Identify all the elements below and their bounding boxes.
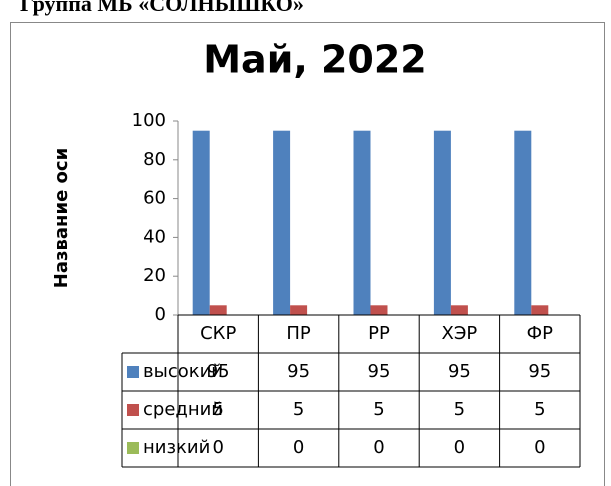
y-tick-label: 40	[143, 226, 166, 247]
table-value: 95	[207, 361, 230, 382]
bar	[209, 305, 227, 315]
bar	[514, 130, 532, 315]
table-value: 0	[293, 437, 304, 458]
y-tick-label: 60	[143, 188, 166, 209]
bar	[450, 305, 468, 315]
chart-frame	[10, 22, 605, 486]
bar	[433, 130, 451, 315]
table-value: 5	[534, 399, 545, 420]
table-value: 0	[454, 437, 465, 458]
table-value: 0	[534, 437, 545, 458]
legend-label: средний	[143, 399, 223, 420]
bar	[370, 305, 388, 315]
bar	[290, 305, 308, 315]
table-value: 95	[287, 361, 310, 382]
x-tick-label: ФР	[527, 323, 553, 344]
bar	[192, 130, 210, 315]
table-value: 0	[212, 437, 223, 458]
table-value: 0	[373, 437, 384, 458]
x-tick-label: ПР	[286, 323, 311, 344]
chart-title: Май, 2022	[203, 38, 427, 82]
x-tick-label: ХЭР	[442, 323, 478, 344]
table-value: 5	[212, 399, 223, 420]
bar	[273, 130, 291, 315]
y-tick-label: 80	[143, 149, 166, 170]
legend-swatch	[127, 404, 139, 416]
table-value: 95	[368, 361, 391, 382]
table-value: 5	[293, 399, 304, 420]
y-tick-label: 0	[155, 304, 166, 325]
table-value: 95	[448, 361, 471, 382]
y-axis-title: Название оси	[51, 148, 72, 288]
x-tick-label: СКР	[200, 323, 236, 344]
table-value: 5	[373, 399, 384, 420]
bar	[531, 305, 549, 315]
legend-swatch	[127, 366, 139, 378]
legend-label: высокий	[143, 361, 223, 382]
y-tick-label: 20	[143, 265, 166, 286]
legend-label: низкий	[143, 437, 210, 458]
y-tick-label: 100	[132, 110, 166, 131]
page-header: Группа МБ «СОЛНЫШКО»	[20, 0, 304, 16]
bar	[353, 130, 371, 315]
x-tick-label: РР	[368, 323, 390, 344]
legend-swatch	[127, 442, 139, 454]
table-value: 95	[528, 361, 551, 382]
table-value: 5	[454, 399, 465, 420]
